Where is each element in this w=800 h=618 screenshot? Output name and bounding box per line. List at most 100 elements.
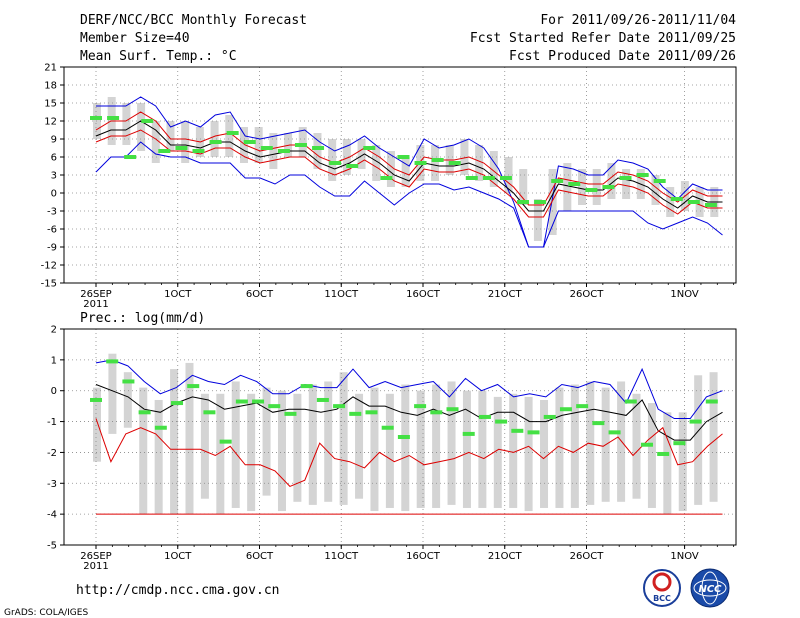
temp-median-mark — [653, 179, 666, 183]
started-date: Fcst Started Refer Date 2011/09/25 — [470, 31, 736, 46]
precip-median-mark — [673, 441, 686, 446]
precip-spread-box — [123, 372, 132, 428]
precip-series-lower — [95, 418, 723, 487]
precip-spread-box — [108, 353, 117, 434]
temp-spread-box — [225, 115, 234, 157]
precip-spread-box — [247, 393, 256, 512]
precip-spread-box — [170, 369, 179, 515]
temp-median-mark — [312, 146, 325, 150]
temp-xtick-label: 16OCT — [406, 289, 441, 300]
temp-ytick-label: 12 — [44, 117, 57, 128]
precip-median-mark — [235, 399, 248, 404]
precip-xtick-label: 1OCT — [164, 551, 192, 562]
temperature-frame — [63, 66, 737, 284]
temp-spread-box — [386, 151, 395, 187]
precip-year-label: 2011 — [83, 561, 108, 572]
precip-median-mark — [284, 411, 297, 416]
precip-median-mark — [689, 419, 702, 424]
temp-year-label: 2011 — [83, 299, 108, 310]
bcc-logo: BCC — [643, 569, 681, 607]
temp-ytick-label: -3 — [47, 207, 57, 218]
temp-median-mark — [226, 131, 239, 135]
temp-spread-box — [166, 121, 175, 151]
temp-xtick-label: 1OCT — [164, 289, 192, 300]
temp-median-mark — [448, 161, 461, 165]
temp-ytick-label: -9 — [47, 243, 57, 254]
precip-median-mark — [381, 425, 394, 430]
precip-median-mark — [592, 421, 605, 426]
precip-xtick-label: 26OCT — [570, 551, 605, 562]
precip-spread-box — [647, 403, 656, 508]
precip-spread-box — [139, 387, 148, 515]
grads-credit: GrADS: COLA/IGES — [4, 608, 88, 618]
temp-xtick-label: 11OCT — [324, 289, 359, 300]
temp-spread-box — [578, 169, 587, 205]
precip-median-mark — [203, 410, 216, 415]
precip-median-mark — [154, 425, 167, 430]
precip-median-mark — [430, 410, 443, 415]
ncc-logo: NCC — [690, 568, 730, 608]
temp-spread-box — [563, 163, 572, 211]
temp-ytick-label: 21 — [44, 63, 57, 74]
temp-median-mark — [260, 146, 273, 150]
temp-median-mark — [243, 140, 256, 144]
precip-xtick-label: 1NOV — [670, 551, 699, 562]
temp-spread-box — [181, 121, 190, 163]
precip-spread-box — [493, 396, 502, 508]
precip-median-mark — [462, 431, 475, 436]
precip-median-mark — [268, 404, 281, 409]
temp-ytick-label: 0 — [51, 189, 57, 200]
temp-median-mark — [277, 149, 290, 153]
precip-median-mark — [219, 439, 232, 444]
precip-spread-box — [385, 393, 394, 508]
precip-spread-box — [447, 381, 456, 505]
precip-median-mark — [446, 407, 459, 412]
temp-spread-box — [431, 145, 440, 181]
produced-date: Fcst Produced Date 2011/09/26 — [509, 49, 736, 64]
precip-spread-box — [555, 387, 564, 508]
precipitation-panel: -5 -4 -3 -2 -1 0 1 2 26SEP 1OCT 6OCT 11OCT 16OCT 21OC… — [47, 325, 737, 572]
temp-median-mark — [482, 176, 495, 180]
precip-median-mark — [187, 384, 200, 389]
precip-median-mark — [138, 410, 151, 415]
ncc-logo-text: NCC — [698, 584, 722, 595]
precip-spread-box — [308, 384, 317, 505]
precip-ytick-label: -1 — [47, 417, 57, 428]
temp-median-mark — [602, 185, 615, 189]
temp-spread-box — [548, 169, 557, 235]
temp-xtick-label: 1NOV — [670, 289, 699, 300]
temp-spread-box — [239, 127, 248, 163]
precip-xtick-label: 6OCT — [246, 551, 274, 562]
temp-median-mark — [619, 176, 632, 180]
temp-spread-box — [298, 127, 307, 157]
precip-median-mark — [316, 397, 329, 402]
precip-spread-box — [678, 412, 687, 512]
precip-panel-title: Prec.: log(mm/d) — [80, 311, 205, 326]
temp-median-mark — [346, 164, 359, 168]
temp-median-mark — [158, 149, 171, 153]
figure-title: DERF/NCC/BCC Monthly Forecast — [80, 13, 307, 28]
precip-median-mark — [333, 404, 346, 409]
precip-spread-box — [509, 393, 518, 508]
temp-spread-box — [151, 121, 160, 163]
precip-median-mark — [495, 419, 508, 424]
precip-ytick-label: -3 — [47, 479, 57, 490]
precip-median-mark — [543, 414, 556, 419]
temp-spread-box — [372, 145, 381, 181]
temp-median-mark — [175, 146, 188, 150]
temp-median-mark — [534, 200, 547, 204]
temp-ytick-label: 3 — [51, 171, 57, 182]
precip-ytick-label: 2 — [51, 325, 57, 336]
precip-spread-box — [154, 399, 163, 515]
temp-median-mark — [124, 155, 137, 159]
precip-median-mark — [365, 410, 378, 415]
temp-spread-box — [666, 187, 675, 217]
temp-spread-box — [313, 133, 322, 169]
temp-median-mark — [209, 140, 222, 144]
source-url: http://cmdp.ncc.cma.gov.cn — [76, 583, 280, 598]
temp-spread-box — [533, 199, 542, 241]
precip-spread-box — [632, 393, 641, 499]
precip-median-mark — [705, 399, 718, 404]
temp-median-mark — [294, 143, 307, 147]
precip-ytick-label: -2 — [47, 448, 57, 459]
